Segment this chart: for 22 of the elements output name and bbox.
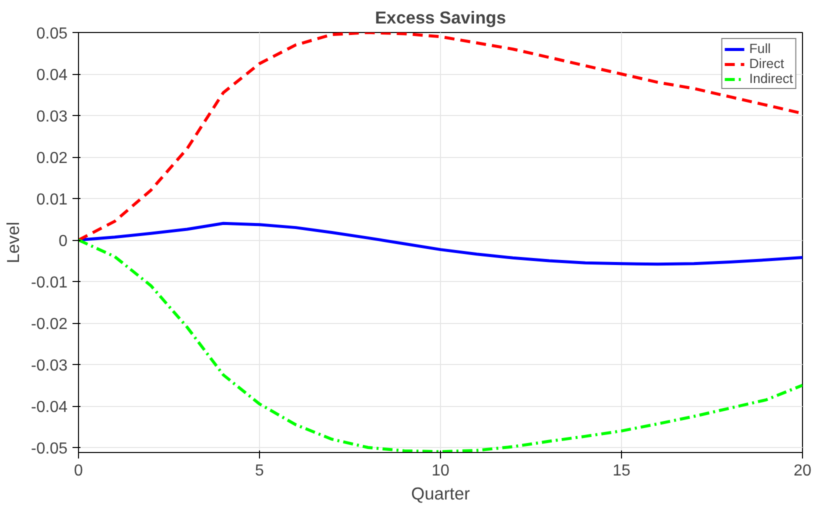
y-tick-label: -0.04 [31, 399, 68, 416]
y-tick-label: 0.05 [36, 26, 68, 42]
x-tick-label: 10 [432, 462, 450, 480]
y-tick-label: -0.05 [31, 440, 68, 458]
legend-label: Indirect [749, 71, 793, 86]
x-axis-title: Quarter [411, 484, 470, 504]
y-tick-label: 0 [58, 233, 68, 250]
x-tick-label: 15 [612, 462, 630, 480]
x-tick-label: 0 [74, 462, 84, 480]
y-axis-title: Level [3, 222, 24, 264]
legend-label: Direct [749, 56, 784, 71]
y-tick-label: 0.03 [36, 108, 68, 126]
y-tick-label: -0.01 [31, 274, 68, 292]
legend-label: Full [749, 41, 771, 56]
y-tick-label: 0.01 [36, 192, 68, 209]
chart-title: Excess Savings [374, 8, 506, 28]
y-tick-label: -0.03 [31, 358, 68, 375]
x-tick-label: 20 [794, 462, 812, 480]
y-tick-label: 0.02 [36, 150, 68, 168]
y-tick-label: 0.04 [36, 67, 68, 84]
x-tick-label: 5 [255, 462, 264, 480]
y-tick-label: -0.02 [31, 316, 68, 334]
